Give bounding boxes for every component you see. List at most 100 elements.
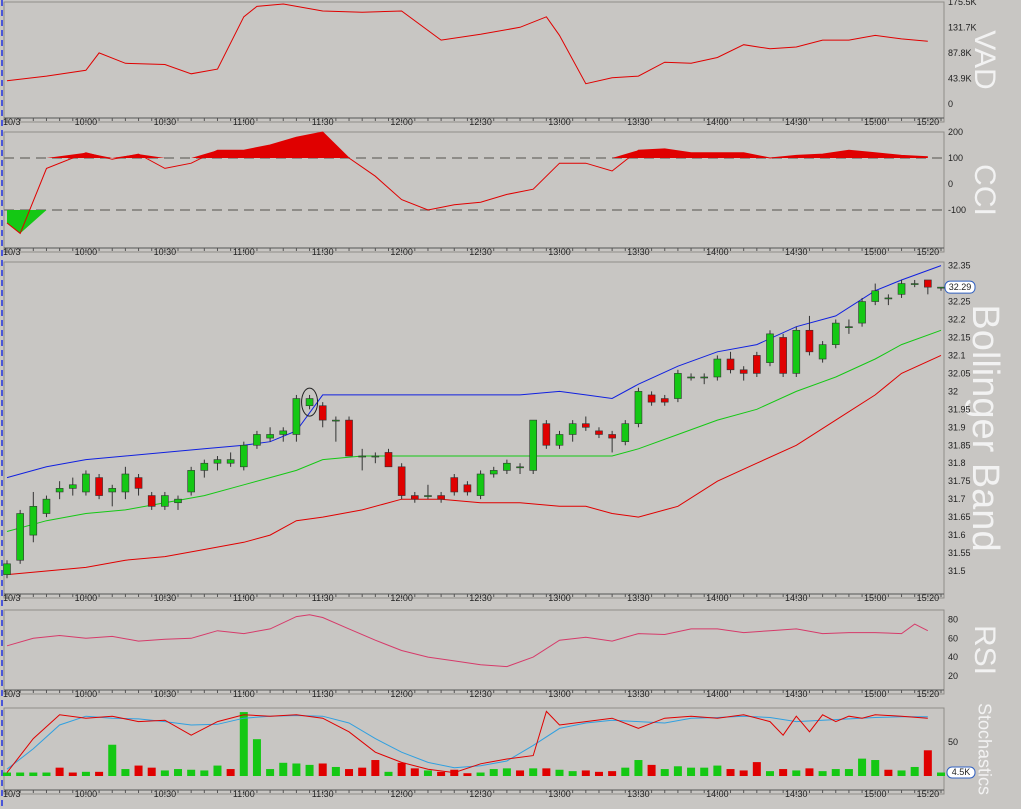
last-price-label: 32.29 xyxy=(949,282,972,292)
vad-line xyxy=(6,3,928,85)
time-tick-label: 11:00 xyxy=(233,117,255,127)
time-tick-label: 15:20 xyxy=(917,789,940,799)
time-tick-label: 10:30 xyxy=(154,789,177,799)
time-tick-label: 11:30 xyxy=(312,117,334,127)
volume-bar xyxy=(516,770,525,776)
volume-bar xyxy=(818,771,827,776)
candle-body xyxy=(82,473,90,493)
candle-body xyxy=(595,430,603,435)
volume-bar xyxy=(660,769,669,776)
cci-time-axis: 10/3 10:00 10:30 11:00 11:30 12:00 12:30 13:00 1… xyxy=(3,247,944,257)
candle-body xyxy=(200,462,209,471)
candle-body xyxy=(134,477,143,489)
candle-body xyxy=(582,423,590,428)
volume-bar xyxy=(594,771,603,776)
volume-bar xyxy=(147,767,156,776)
rsi-ytick-label: 80 xyxy=(948,614,958,624)
volume-bar xyxy=(726,769,735,776)
vad-ytick-label: 175.5K xyxy=(948,0,977,7)
cci-ytick-label: 0 xyxy=(948,179,953,189)
candle-body xyxy=(516,466,524,469)
time-tick-label: 12:30 xyxy=(469,117,492,127)
time-tick-label: 14:30 xyxy=(785,117,808,127)
candle-body xyxy=(174,498,182,504)
volume-bar xyxy=(95,771,104,776)
volume-bar xyxy=(318,763,327,776)
candle-body xyxy=(542,423,551,446)
time-tick-label: 12:30 xyxy=(469,593,492,603)
time-tick-label: 12:00 xyxy=(390,689,413,699)
bollinger-ytick-label: 31.95 xyxy=(948,404,971,414)
candle-body xyxy=(358,455,366,458)
volume-bar xyxy=(252,739,261,776)
candle-body xyxy=(16,513,24,561)
candle-body xyxy=(568,423,577,435)
volume-bar xyxy=(779,769,788,776)
volume-bar xyxy=(792,770,801,776)
volume-bar xyxy=(371,760,380,776)
vad-title: VAD xyxy=(968,30,1001,89)
candle-body xyxy=(476,473,485,496)
cci-line xyxy=(6,131,928,235)
volume-bar xyxy=(463,773,472,776)
time-tick-label: 12:30 xyxy=(469,789,492,799)
volume-scale-label: 4.5K xyxy=(952,767,971,777)
volume-bar xyxy=(3,772,11,776)
bollinger-ytick-label: 31.65 xyxy=(948,512,971,522)
rsi-ytick-label: 40 xyxy=(948,652,958,662)
volume-bar xyxy=(937,772,945,776)
cci-ytick-label: 100 xyxy=(948,153,963,163)
volume-bar xyxy=(555,769,564,776)
bollinger-ytick-label: 32.2 xyxy=(948,314,966,324)
time-tick-label: 13:30 xyxy=(627,789,650,799)
volume-bar xyxy=(884,769,893,776)
volume-bar xyxy=(331,766,340,776)
candle-body xyxy=(463,484,472,493)
volume-bar xyxy=(81,771,90,776)
volume-bar xyxy=(42,772,51,776)
volume-bar xyxy=(423,770,432,776)
time-tick-label: 11:30 xyxy=(312,593,334,603)
bollinger-ytick-label: 32.35 xyxy=(948,261,971,271)
volume-bar xyxy=(621,767,630,776)
candle-body xyxy=(332,419,340,422)
bollinger-ytick-label: 31.7 xyxy=(948,494,966,504)
candle-body xyxy=(555,434,564,446)
bollinger-frame xyxy=(3,261,945,599)
time-tick-label: 15:20 xyxy=(917,247,940,257)
rsi-ytick-label: 20 xyxy=(948,671,958,681)
rsi-title: RSI xyxy=(968,625,1001,675)
time-tick-label: 14:00 xyxy=(706,789,729,799)
candle-body xyxy=(292,398,301,435)
volume-bar xyxy=(897,770,906,776)
candle-body xyxy=(674,373,682,399)
time-tick-label: 12:30 xyxy=(469,689,492,699)
candle-body xyxy=(753,355,761,374)
candle-body xyxy=(910,283,919,285)
volume-bar xyxy=(910,766,919,776)
candle-body xyxy=(213,459,222,464)
time-tick-label: 15:20 xyxy=(917,117,940,127)
bollinger-ytick-label: 31.8 xyxy=(948,458,966,468)
time-tick-label: 10:30 xyxy=(154,593,177,603)
candle-body xyxy=(858,301,866,324)
time-tick-label: 11:00 xyxy=(233,689,255,699)
candle-body xyxy=(897,283,906,295)
time-tick-label: 15:20 xyxy=(917,689,940,699)
time-tick-label: 12:00 xyxy=(390,247,413,257)
stochastics-time-axis: 10/3 10:00 10:30 11:00 11:30 12:00 12:30 13:00 1… xyxy=(3,789,944,799)
volume-bar xyxy=(121,769,130,776)
candle-body xyxy=(187,470,195,493)
time-tick-label: 13:00 xyxy=(548,247,571,257)
volume-bar xyxy=(542,768,551,776)
stochastics-panel: Stochastics 50 10/3 10:00 10:30 11:00 11:30 12:… xyxy=(3,703,994,799)
volume-bar xyxy=(226,769,235,776)
time-tick-label: 11:30 xyxy=(312,247,334,257)
time-tick-label: 10:00 xyxy=(75,593,98,603)
volume-bar xyxy=(739,770,748,776)
volume-scale-flag xyxy=(946,766,976,779)
time-tick-label: 13:00 xyxy=(548,689,571,699)
time-tick-label: 10:30 xyxy=(154,689,177,699)
volume-bar xyxy=(581,770,590,776)
candle-body xyxy=(726,358,735,371)
